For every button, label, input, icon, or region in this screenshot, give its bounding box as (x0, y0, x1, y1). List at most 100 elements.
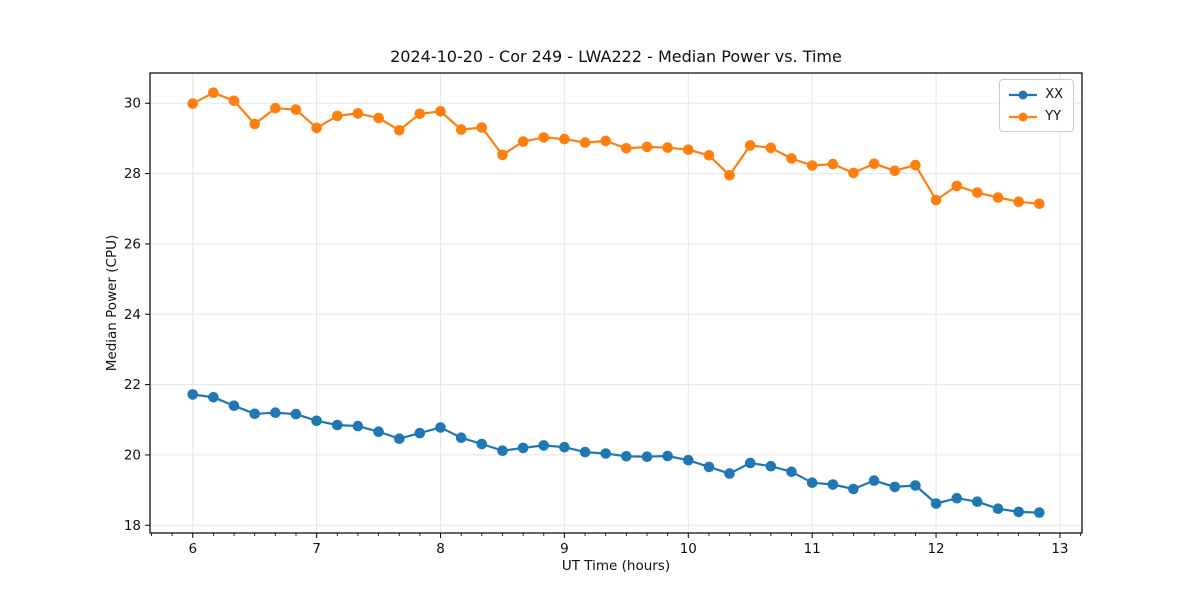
series-marker-yy (352, 108, 364, 119)
series-marker-yy (290, 104, 302, 115)
series-marker-xx (311, 415, 322, 427)
series-marker-xx (992, 503, 1004, 514)
series-marker-xx (270, 407, 281, 419)
series-marker-xx (373, 426, 384, 438)
series-marker-yy (394, 125, 405, 136)
plot-frame (149, 72, 1083, 534)
series-marker-yy (786, 153, 797, 164)
series-marker-yy (703, 150, 715, 161)
series-marker-yy (414, 108, 426, 120)
series-marker-yy (889, 165, 901, 177)
series-marker-yy (455, 124, 467, 135)
series-marker-yy (868, 158, 880, 169)
x-tick-label: 13 (1051, 541, 1068, 557)
series-marker-yy (765, 142, 777, 154)
series-marker-yy (724, 170, 735, 181)
series-marker-yy (579, 137, 591, 148)
series-marker-yy (1013, 196, 1024, 207)
series-marker-xx (1013, 506, 1024, 518)
series-marker-xx (724, 468, 735, 479)
y-tick-label: 22 (124, 377, 141, 393)
series-marker-yy (827, 158, 839, 170)
chart-title: 2024-10-20 - Cor 249 - LWA222 - Median P… (390, 47, 842, 66)
series-marker-yy (930, 194, 942, 206)
series-marker-yy (332, 110, 343, 122)
legend-entry-xx: XX (1008, 85, 1063, 104)
series-marker-yy (435, 106, 446, 117)
legend-label-yy: YY (1045, 109, 1062, 124)
series-line-yy (192, 91, 1040, 205)
series-marker-yy (311, 122, 322, 134)
legend-line-marker-icon (1009, 112, 1038, 121)
series-marker-yy (600, 135, 611, 147)
series-marker-yy (910, 159, 921, 171)
series-marker-xx (517, 442, 529, 454)
series-marker-xx (352, 420, 364, 432)
series-marker-xx (579, 446, 591, 458)
series-marker-xx (1034, 507, 1045, 518)
series-marker-xx (414, 427, 426, 439)
series-marker-xx (476, 438, 488, 450)
x-tick-label: 12 (927, 541, 944, 557)
series-marker-yy (270, 102, 281, 114)
series-marker-yy (744, 140, 756, 151)
series-marker-xx (332, 419, 343, 431)
series-marker-xx (208, 392, 219, 403)
series-marker-yy (538, 132, 549, 143)
legend-line-marker-icon (1009, 90, 1038, 99)
series-marker-xx (848, 483, 859, 495)
series-marker-yy (373, 112, 384, 124)
series-marker-xx (228, 400, 240, 412)
legend-label-xx: XX (1045, 87, 1063, 102)
series-marker-yy (848, 167, 859, 179)
series-marker-xx (972, 496, 983, 508)
series-marker-xx (435, 422, 446, 433)
series-marker-xx (786, 466, 797, 478)
y-tick-label: 24 (124, 307, 141, 323)
series-marker-yy (683, 144, 694, 155)
legend-entry-yy: YY (1008, 107, 1063, 126)
y-tick-label: 18 (124, 518, 141, 534)
series-marker-xx (868, 475, 880, 486)
series-marker-xx (600, 448, 611, 459)
series-marker-yy (517, 136, 529, 147)
series-marker-xx (703, 461, 715, 473)
series-marker-xx (806, 477, 818, 489)
series-marker-yy (559, 133, 570, 145)
y-tick-label: 30 (124, 96, 141, 112)
series-marker-yy (992, 192, 1004, 203)
y-tick-label: 28 (124, 166, 141, 182)
series-marker-xx (889, 481, 901, 493)
series-marker-yy (187, 98, 198, 109)
series-marker-xx (187, 389, 198, 400)
x-tick-label: 9 (560, 541, 569, 557)
x-tick-label: 10 (680, 541, 697, 557)
legend: XX YY (999, 79, 1074, 132)
y-tick-label: 20 (124, 447, 141, 463)
series-marker-xx (951, 492, 963, 504)
series-marker-xx (662, 450, 673, 462)
series-marker-yy (208, 87, 219, 98)
series-marker-yy (806, 160, 818, 171)
y-axis-label: Median Power (CPU) (104, 234, 120, 372)
series-marker-xx (683, 454, 694, 466)
series-marker-xx (621, 451, 632, 462)
x-tick-label: 8 (436, 541, 445, 557)
series-marker-yy (662, 142, 673, 153)
series-marker-xx (290, 408, 302, 420)
series-marker-yy (476, 122, 488, 133)
series-line-xx (192, 393, 1040, 514)
x-tick-label: 7 (312, 541, 321, 557)
series-marker-xx (641, 451, 653, 463)
series-marker-yy (228, 95, 240, 107)
series-marker-yy (641, 141, 653, 153)
series-marker-yy (972, 187, 983, 198)
series-marker-xx (497, 445, 508, 457)
series-marker-yy (951, 180, 963, 192)
y-tick-label: 26 (124, 236, 141, 252)
series-marker-yy (497, 149, 508, 161)
series-marker-xx (744, 457, 756, 469)
x-axis-label: UT Time (hours) (561, 558, 671, 574)
